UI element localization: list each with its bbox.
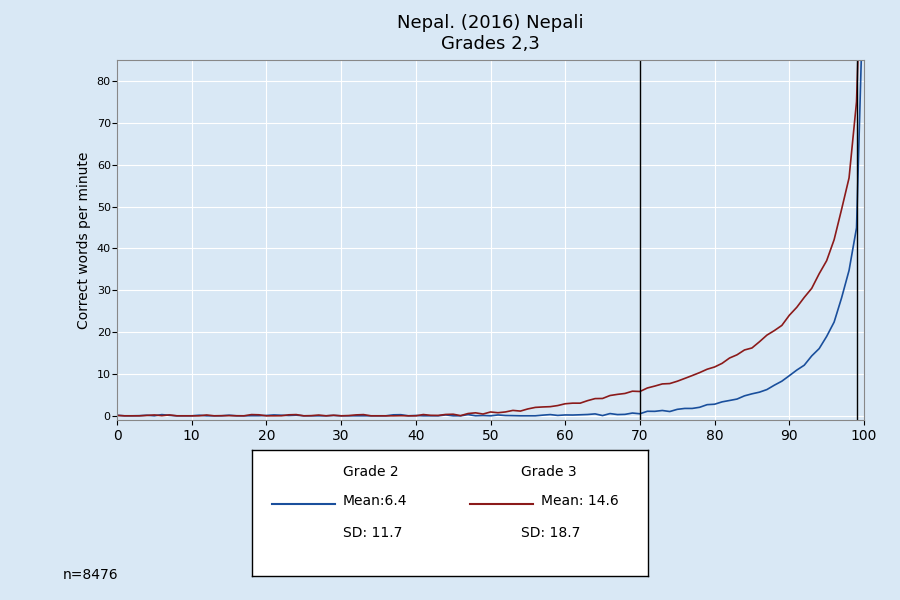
- X-axis label: Percentile: Percentile: [453, 450, 528, 465]
- Text: n=8476: n=8476: [63, 568, 119, 582]
- Text: Grade 2: Grade 2: [343, 465, 399, 479]
- Text: SD: 18.7: SD: 18.7: [521, 526, 580, 539]
- Text: SD: 11.7: SD: 11.7: [343, 526, 402, 539]
- Y-axis label: Correct words per minute: Correct words per minute: [77, 151, 91, 329]
- Text: Grade 3: Grade 3: [521, 465, 577, 479]
- Title: Nepal. (2016) Nepali
Grades 2,3: Nepal. (2016) Nepali Grades 2,3: [397, 14, 584, 53]
- Text: Mean:6.4: Mean:6.4: [343, 494, 408, 508]
- Text: Mean: 14.6: Mean: 14.6: [541, 494, 619, 508]
